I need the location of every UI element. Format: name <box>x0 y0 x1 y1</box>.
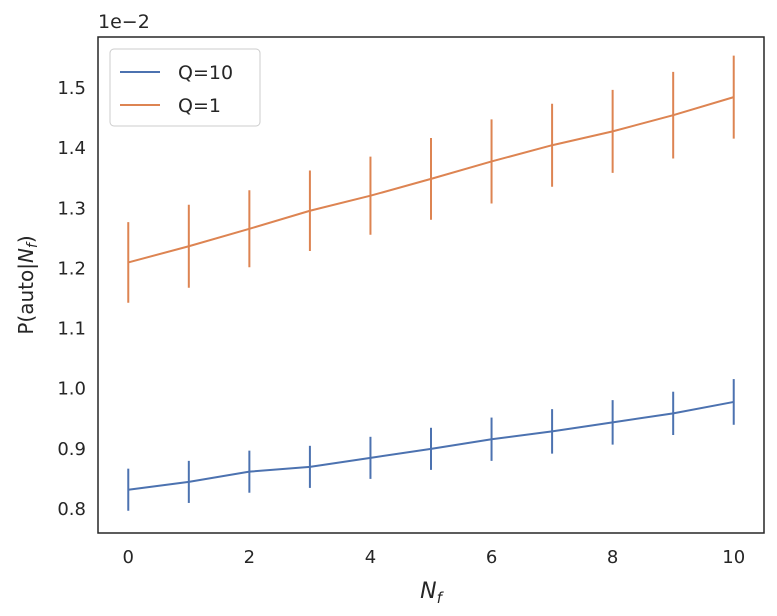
offset-label: 1e−2 <box>98 11 150 33</box>
x-tick-label: 0 <box>123 547 134 568</box>
y-tick-label: 1.1 <box>57 319 86 340</box>
plot-frame <box>97 36 765 534</box>
x-tick-label: 8 <box>607 547 618 568</box>
legend: Q=10 Q=1 <box>109 48 261 127</box>
y-tick-label: 1.2 <box>57 258 86 279</box>
y-axis-label: P(auto|Nf) <box>14 235 41 334</box>
y-tick-label: 0.9 <box>57 439 86 460</box>
legend-label-q10: Q=10 <box>178 62 233 84</box>
x-axis-label: Nf <box>420 579 444 607</box>
x-tick-label: 4 <box>365 547 376 568</box>
legend-label-q1: Q=1 <box>178 95 221 117</box>
y-tick-label: 1.3 <box>57 198 86 219</box>
x-tick-label: 2 <box>244 547 255 568</box>
x-tick-label: 10 <box>722 547 745 568</box>
y-tick-label: 1.4 <box>57 138 86 159</box>
x-tick-label: 6 <box>486 547 497 568</box>
y-tick-label: 1.0 <box>57 379 86 400</box>
y-tick-label: 1.5 <box>57 78 86 99</box>
y-tick-label: 0.8 <box>57 499 86 520</box>
